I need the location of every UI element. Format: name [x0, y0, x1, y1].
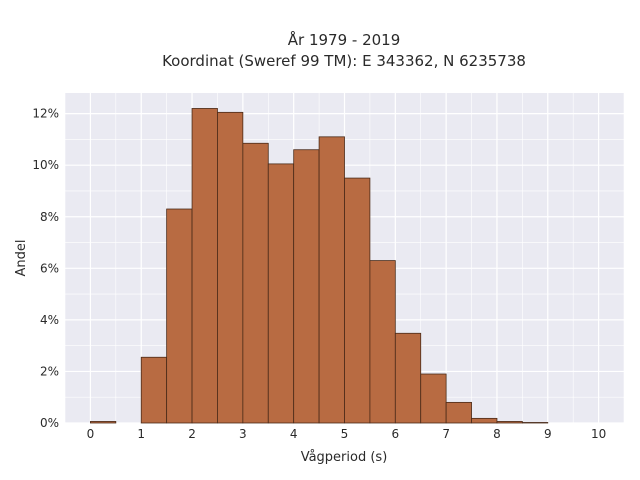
y-tick-label: 4%: [40, 313, 59, 327]
histogram-bar: [420, 373, 447, 424]
x-tick-label: 7: [442, 427, 450, 441]
histogram-bar: [394, 332, 422, 424]
x-axis-label: Vågperiod (s): [301, 450, 388, 465]
x-tick-label: 8: [493, 427, 501, 441]
x-tick-label: 1: [137, 427, 145, 441]
histogram-bar: [293, 149, 320, 424]
histogram-bar: [242, 142, 269, 424]
histogram-bars: [90, 108, 549, 424]
x-tick-label: 3: [239, 427, 247, 441]
histogram-bar: [267, 163, 295, 424]
chart-title-line2: Koordinat (Sweref 99 TM): E 343362, N 62…: [162, 52, 526, 70]
histogram-bar: [191, 108, 218, 424]
x-tick-label: 0: [87, 427, 95, 441]
y-tick-label: 10%: [32, 158, 59, 172]
chart-title-line1: År 1979 - 2019: [288, 30, 401, 49]
histogram-bar: [140, 356, 168, 424]
x-tick-label: 4: [290, 427, 298, 441]
x-axis-ticks: 0 1 2 3 4 5 6 7 8 9 10: [87, 427, 607, 441]
x-tick-label: 9: [544, 427, 552, 441]
y-axis-ticks: 0% 2% 4% 6% 8% 10% 12%: [32, 107, 59, 430]
y-tick-label: 2%: [40, 364, 59, 378]
y-tick-label: 12%: [32, 107, 59, 121]
histogram-bar: [344, 177, 371, 424]
histogram-bar: [496, 421, 523, 424]
histogram-bar: [90, 421, 117, 424]
y-tick-label: 6%: [40, 261, 59, 275]
histogram-bar: [166, 208, 193, 424]
x-tick-label: 6: [391, 427, 399, 441]
x-tick-label: 2: [188, 427, 196, 441]
y-tick-label: 0%: [40, 416, 59, 430]
histogram-bar: [217, 111, 244, 424]
histogram-bar: [369, 260, 396, 424]
histogram-bar: [471, 417, 498, 424]
y-tick-label: 8%: [40, 210, 59, 224]
histogram-bar: [521, 422, 549, 424]
x-tick-label: 5: [341, 427, 349, 441]
x-tick-label: 10: [591, 427, 606, 441]
histogram-bar: [445, 401, 472, 424]
histogram-bar: [318, 136, 345, 424]
y-axis-label: Andel: [14, 240, 29, 277]
